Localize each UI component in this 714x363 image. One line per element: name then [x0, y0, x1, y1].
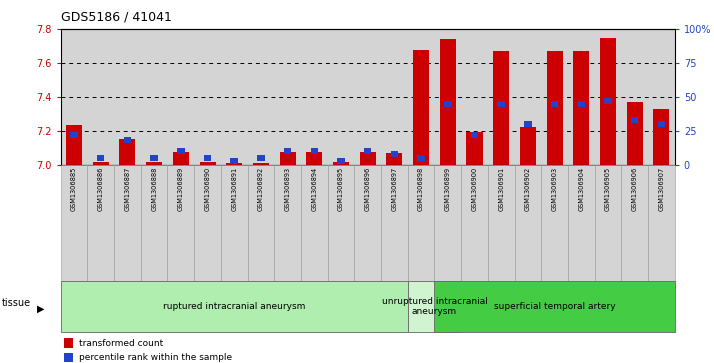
Text: superficial temporal artery: superficial temporal artery: [494, 302, 615, 311]
Bar: [466, 132, 483, 165]
Text: GSM1306897: GSM1306897: [391, 167, 398, 211]
Bar: [177, 148, 184, 154]
Text: GSM1306893: GSM1306893: [285, 167, 291, 211]
Bar: [70, 132, 78, 138]
Text: GSM1306886: GSM1306886: [98, 167, 104, 211]
Bar: [520, 127, 536, 165]
Bar: [444, 101, 451, 107]
Bar: [578, 101, 585, 107]
Bar: [124, 137, 131, 143]
Bar: [97, 155, 104, 161]
Bar: [203, 155, 211, 161]
Bar: [600, 37, 616, 165]
Bar: [627, 102, 643, 165]
Bar: [364, 148, 371, 154]
Text: GSM1306891: GSM1306891: [231, 167, 237, 211]
Bar: [311, 148, 318, 154]
Bar: [337, 158, 345, 164]
Bar: [333, 162, 349, 165]
Text: GSM1306899: GSM1306899: [445, 167, 451, 211]
Bar: [253, 163, 269, 165]
Bar: [573, 51, 589, 165]
Bar: [360, 151, 376, 165]
Text: transformed count: transformed count: [79, 339, 163, 347]
Text: GSM1306890: GSM1306890: [204, 167, 211, 211]
Text: GSM1306895: GSM1306895: [338, 167, 344, 211]
Bar: [280, 151, 296, 165]
Bar: [658, 121, 665, 127]
Bar: [524, 121, 532, 127]
Text: GSM1306902: GSM1306902: [525, 167, 531, 211]
Text: GSM1306894: GSM1306894: [311, 167, 317, 211]
Bar: [551, 101, 558, 107]
Bar: [199, 162, 216, 165]
Bar: [498, 101, 505, 107]
Bar: [471, 132, 478, 138]
Bar: [284, 148, 291, 154]
Text: GSM1306906: GSM1306906: [632, 167, 638, 211]
Text: unruptured intracranial
aneurysm: unruptured intracranial aneurysm: [381, 297, 488, 317]
Bar: [306, 152, 322, 165]
Text: GDS5186 / 41041: GDS5186 / 41041: [61, 11, 171, 24]
Text: GSM1306898: GSM1306898: [418, 167, 424, 211]
Text: GSM1306889: GSM1306889: [178, 167, 183, 211]
Bar: [226, 163, 242, 165]
Bar: [493, 51, 509, 165]
Text: percentile rank within the sample: percentile rank within the sample: [79, 353, 231, 362]
Bar: [231, 158, 238, 164]
Text: GSM1306905: GSM1306905: [605, 167, 611, 211]
Bar: [418, 155, 425, 161]
Text: tissue: tissue: [1, 298, 31, 308]
Text: GSM1306887: GSM1306887: [124, 167, 131, 211]
Text: GSM1306907: GSM1306907: [658, 167, 665, 211]
Bar: [547, 51, 563, 165]
Bar: [631, 117, 638, 123]
Bar: [146, 162, 162, 165]
Bar: [413, 50, 429, 165]
Text: GSM1306901: GSM1306901: [498, 167, 504, 211]
Bar: [386, 153, 403, 165]
Text: GSM1306903: GSM1306903: [552, 167, 558, 211]
Text: GSM1306885: GSM1306885: [71, 167, 77, 211]
Text: GSM1306904: GSM1306904: [578, 167, 584, 211]
Text: GSM1306900: GSM1306900: [471, 167, 478, 211]
Bar: [604, 98, 612, 104]
Text: GSM1306892: GSM1306892: [258, 167, 264, 211]
Bar: [173, 152, 188, 165]
Text: ruptured intracranial aneurysm: ruptured intracranial aneurysm: [163, 302, 306, 311]
Bar: [440, 39, 456, 165]
Bar: [391, 151, 398, 157]
Bar: [257, 155, 265, 161]
Bar: [653, 109, 670, 165]
Bar: [119, 139, 136, 165]
Bar: [66, 125, 82, 165]
Text: GSM1306896: GSM1306896: [365, 167, 371, 211]
Text: ▶: ▶: [37, 303, 45, 314]
Bar: [93, 162, 109, 165]
Text: GSM1306888: GSM1306888: [151, 167, 157, 211]
Bar: [151, 155, 158, 161]
